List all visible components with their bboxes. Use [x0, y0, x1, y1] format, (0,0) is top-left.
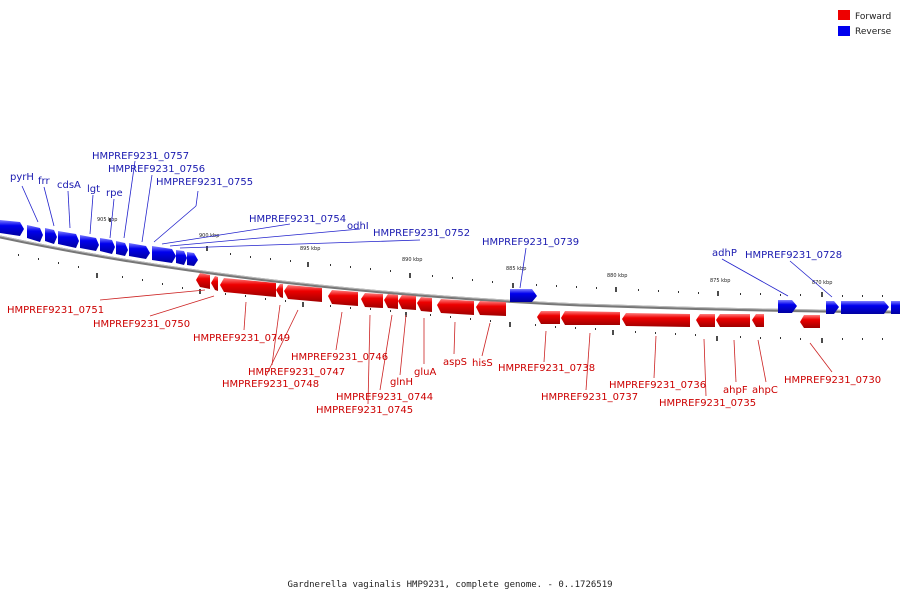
scale-dots	[18, 253, 883, 340]
gene-label-ahpF: ahpF	[723, 385, 748, 396]
forward-gene-arrow	[476, 301, 506, 316]
legend-reverse-label: Reverse	[855, 27, 892, 37]
scale-label: 900 kbp	[199, 233, 219, 239]
scale-label: 890 kbp	[402, 257, 422, 263]
forward-strand-genes	[196, 273, 820, 328]
gene-label-0750: HMPREF9231_0750	[93, 319, 190, 330]
gene-label-hisS: hisS	[472, 358, 493, 369]
gene-label-0735: HMPREF9231_0735	[659, 398, 756, 409]
reverse-gene-arrow	[129, 243, 150, 259]
forward-gene-arrow	[561, 311, 620, 325]
forward-gene-arrow	[276, 284, 283, 298]
forward-gene-arrow	[800, 315, 820, 328]
gene-label-lgt: lgt	[87, 184, 100, 195]
forward-gene-arrow	[196, 273, 210, 289]
reverse-gene-arrow	[778, 300, 797, 313]
forward-gene-arrow	[328, 290, 358, 306]
scale-label: 905 kbp	[97, 217, 117, 223]
scale-label: 875 kbp	[710, 278, 730, 284]
reverse-gene-arrow	[152, 246, 176, 263]
gene-label-0751: HMPREF9231_0751	[7, 305, 104, 316]
scale-label: 895 kbp	[300, 246, 320, 252]
scale-label: 885 kbp	[506, 266, 526, 272]
gene-label-0746: HMPREF9231_0746	[291, 352, 388, 363]
forward-gene-arrow	[696, 314, 715, 327]
reverse-gene-labels: pyrH frr cdsA lgt rpe HMPREF9231_0757 HM…	[10, 151, 842, 261]
reverse-gene-arrow	[116, 241, 128, 256]
reverse-leader-lines	[21, 160, 833, 298]
legend-reverse-swatch	[838, 26, 850, 36]
forward-gene-arrow	[752, 314, 764, 327]
gene-label-0747: HMPREF9231_0747	[248, 367, 345, 378]
forward-gene-arrow	[537, 311, 560, 324]
reverse-gene-arrow	[176, 250, 187, 265]
reverse-gene-arrow	[45, 228, 57, 244]
gene-label-0738: HMPREF9231_0738	[498, 363, 595, 374]
reverse-strand-genes	[0, 220, 900, 314]
legend: Forward Reverse	[838, 10, 892, 37]
forward-gene-arrow	[417, 297, 432, 312]
gene-label-0752: HMPREF9231_0752	[373, 228, 470, 239]
gene-label-0736: HMPREF9231_0736	[609, 380, 706, 391]
scale-label: 880 kbp	[607, 273, 627, 279]
gene-label-odhI: odhI	[347, 221, 369, 232]
gene-label-0730: HMPREF9231_0730	[784, 375, 881, 386]
gene-label-0737: HMPREF9231_0737	[541, 392, 638, 403]
forward-gene-labels: HMPREF9231_0751 HMPREF9231_0750 HMPREF92…	[7, 305, 881, 416]
gene-label-gluA: gluA	[414, 367, 436, 378]
gene-label-ahpC: ahpC	[752, 385, 778, 396]
forward-gene-arrow	[220, 278, 276, 297]
gene-label-rpe: rpe	[106, 188, 123, 199]
gene-label-adhP: adhP	[712, 248, 737, 259]
gene-label-0728: HMPREF9231_0728	[745, 250, 842, 261]
reverse-gene-arrow	[510, 289, 537, 302]
forward-gene-arrow	[361, 293, 383, 308]
gene-label-0749: HMPREF9231_0749	[193, 333, 290, 344]
gene-label-0757: HMPREF9231_0757	[92, 151, 189, 162]
reverse-gene-arrow	[826, 301, 839, 314]
forward-gene-arrow	[622, 313, 690, 327]
gene-label-0739: HMPREF9231_0739	[482, 237, 579, 248]
reverse-gene-arrow	[841, 301, 889, 314]
forward-gene-arrow	[398, 295, 416, 310]
gene-label-0744: HMPREF9231_0744	[336, 392, 433, 403]
gene-label-0755: HMPREF9231_0755	[156, 177, 253, 188]
forward-gene-arrow	[437, 299, 474, 315]
reverse-gene-arrow	[80, 235, 99, 251]
legend-forward-label: Forward	[855, 12, 891, 22]
gene-label-0756: HMPREF9231_0756	[108, 164, 205, 175]
reverse-gene-arrow	[27, 225, 43, 242]
reverse-gene-arrow	[891, 301, 900, 314]
gene-label-frr: frr	[38, 176, 50, 187]
gene-label-0754: HMPREF9231_0754	[249, 214, 346, 225]
figure-caption: Gardnerella vaginalis HMP9231, complete …	[287, 580, 612, 590]
gene-label-0745: HMPREF9231_0745	[316, 405, 413, 416]
forward-gene-arrow	[211, 276, 218, 291]
legend-forward-swatch	[838, 10, 850, 20]
forward-gene-arrow	[716, 314, 750, 327]
reverse-gene-arrow	[0, 220, 24, 236]
forward-gene-arrow	[384, 294, 398, 309]
forward-leader-lines	[99, 289, 833, 405]
scale-label: 870 kbp	[812, 280, 832, 286]
gene-label-0748: HMPREF9231_0748	[222, 379, 319, 390]
forward-gene-arrow	[284, 285, 322, 302]
gene-label-cdsA: cdsA	[57, 180, 81, 191]
reverse-gene-arrow	[187, 252, 198, 266]
reverse-gene-arrow	[100, 238, 115, 254]
reverse-gene-arrow	[58, 231, 79, 248]
gene-label-pyrH: pyrH	[10, 172, 34, 183]
gene-label-glnH: glnH	[390, 377, 413, 388]
gene-label-aspS: aspS	[443, 357, 467, 368]
scale-labels: 905 kbp 900 kbp 895 kbp 890 kbp 885 kbp …	[97, 217, 832, 286]
